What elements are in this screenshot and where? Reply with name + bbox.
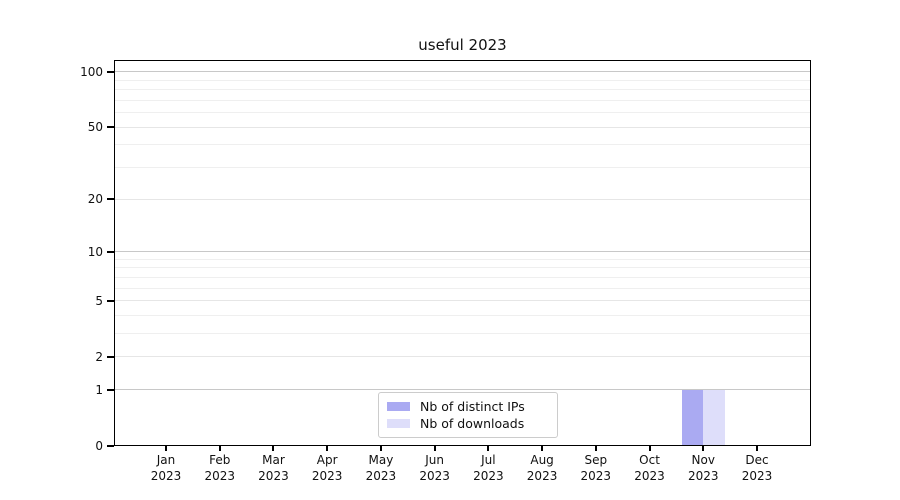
y-tick-label: 20 bbox=[87, 192, 103, 207]
y-tick-label: 1 bbox=[95, 382, 103, 397]
legend-entry: Nb of distinct IPs bbox=[387, 398, 549, 415]
chart-title: useful 2023 bbox=[418, 36, 507, 54]
legend: Nb of distinct IPs Nb of downloads bbox=[378, 392, 558, 438]
y-tick bbox=[107, 355, 114, 358]
minor-gridline bbox=[114, 79, 811, 81]
y-tick-label: 50 bbox=[87, 120, 103, 135]
y-tick bbox=[107, 198, 114, 201]
x-tick-label: Aug 2023 bbox=[512, 452, 572, 484]
x-tick bbox=[541, 446, 544, 451]
legend-swatch-icon bbox=[387, 402, 410, 411]
x-tick-year: 2023 bbox=[526, 469, 558, 483]
legend-entry: Nb of downloads bbox=[387, 415, 549, 432]
x-tick-label: Nov 2023 bbox=[673, 452, 733, 484]
x-tick bbox=[165, 446, 167, 451]
x-tick-label: Dec 2023 bbox=[727, 452, 787, 484]
x-tick bbox=[433, 446, 436, 451]
minor-gridline bbox=[114, 144, 811, 146]
x-tick bbox=[272, 446, 275, 451]
x-tick-label: Feb 2023 bbox=[190, 452, 250, 484]
y-tick bbox=[107, 126, 114, 129]
x-tick-year: 2023 bbox=[473, 469, 504, 483]
minor-gridline bbox=[114, 333, 811, 335]
x-tick bbox=[594, 446, 597, 451]
y-tick bbox=[107, 445, 114, 447]
x-tick-label: Sep 2023 bbox=[566, 452, 626, 484]
x-tick-month: Sep bbox=[584, 453, 608, 467]
y-tick-label: 5 bbox=[95, 293, 103, 308]
minor-gridline bbox=[114, 166, 811, 168]
legend-label: Nb of downloads bbox=[420, 416, 525, 431]
x-tick-label: Oct 2023 bbox=[620, 452, 680, 484]
x-tick-month: Jan bbox=[156, 453, 176, 467]
x-tick-year: 2023 bbox=[365, 469, 397, 483]
minor-gridline bbox=[114, 258, 811, 260]
x-tick-label: May 2023 bbox=[351, 452, 411, 484]
y-tick-label: 2 bbox=[95, 349, 103, 364]
x-tick-month: Jul bbox=[481, 453, 496, 467]
x-tick-year: 2023 bbox=[311, 469, 343, 483]
x-tick bbox=[487, 446, 490, 451]
x-tick-year: 2023 bbox=[741, 469, 773, 483]
x-tick-month: Mar bbox=[262, 453, 285, 467]
x-tick-year: 2023 bbox=[419, 469, 450, 483]
bar-distinct-ips bbox=[681, 389, 704, 446]
major-gridline bbox=[114, 389, 811, 391]
x-tick-year: 2023 bbox=[580, 469, 612, 483]
minor-gridline bbox=[114, 99, 811, 101]
x-tick bbox=[326, 446, 329, 451]
legend-swatch-icon bbox=[387, 419, 410, 428]
minor-gridline bbox=[114, 267, 811, 269]
x-tick-label: Jun 2023 bbox=[405, 452, 465, 484]
y-tick-label: 0 bbox=[95, 439, 103, 453]
x-tick-year: 2023 bbox=[687, 469, 719, 483]
x-tick bbox=[702, 446, 705, 451]
y-tick-label: 10 bbox=[87, 244, 103, 259]
gridline bbox=[114, 126, 811, 128]
x-tick-month: Apr bbox=[316, 453, 338, 467]
x-tick-month: Aug bbox=[530, 453, 554, 467]
gridline bbox=[114, 300, 811, 302]
x-tick-month: Feb bbox=[209, 453, 231, 467]
y-tick bbox=[107, 299, 114, 302]
minor-gridline bbox=[114, 112, 811, 114]
x-tick bbox=[648, 446, 651, 451]
x-tick bbox=[379, 446, 382, 451]
minor-gridline bbox=[114, 89, 811, 91]
x-tick-month: Nov bbox=[691, 453, 715, 467]
x-tick-label: Jan 2023 bbox=[136, 452, 196, 484]
x-tick-year: 2023 bbox=[150, 469, 182, 483]
gridline bbox=[114, 198, 811, 200]
x-tick bbox=[218, 446, 221, 451]
y-tick bbox=[107, 250, 114, 253]
legend-label: Nb of distinct IPs bbox=[420, 399, 525, 414]
minor-gridline bbox=[114, 287, 811, 289]
minor-gridline bbox=[114, 314, 811, 316]
x-tick-label: Apr 2023 bbox=[297, 452, 357, 484]
x-tick-label: Mar 2023 bbox=[243, 452, 303, 484]
x-tick-year: 2023 bbox=[634, 469, 665, 483]
major-gridline bbox=[114, 251, 811, 253]
y-tick bbox=[107, 388, 114, 391]
x-tick-month: Dec bbox=[745, 453, 769, 467]
plot-area bbox=[114, 60, 811, 446]
x-tick-month: Oct bbox=[639, 453, 660, 467]
x-tick bbox=[756, 446, 758, 451]
x-tick-month: May bbox=[368, 453, 394, 467]
minor-gridline bbox=[114, 276, 811, 278]
x-tick-label: Jul 2023 bbox=[458, 452, 518, 484]
major-gridline bbox=[114, 71, 811, 73]
y-tick bbox=[107, 70, 114, 73]
y-tick-label: 100 bbox=[80, 64, 103, 79]
x-tick-year: 2023 bbox=[258, 469, 289, 483]
bar-downloads bbox=[703, 389, 725, 446]
x-tick-month: Jun bbox=[425, 453, 444, 467]
x-tick-year: 2023 bbox=[204, 469, 235, 483]
gridline bbox=[114, 356, 811, 358]
